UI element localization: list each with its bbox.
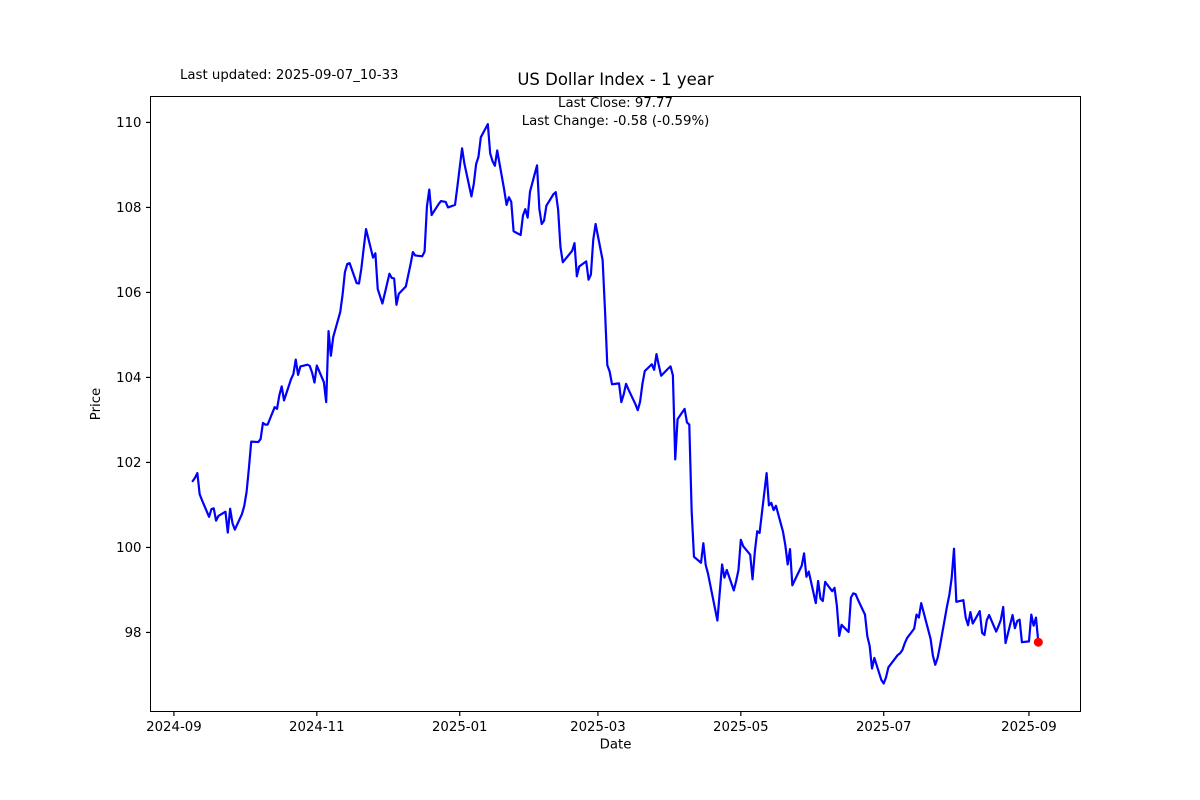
x-tick-label: 2024-11 xyxy=(289,720,345,735)
y-tick-label: 100 xyxy=(116,541,141,556)
x-tick-label: 2025-09 xyxy=(1001,720,1057,735)
last-close-marker xyxy=(1033,637,1043,647)
axes-frame xyxy=(149,95,1082,713)
x-tick-label: 2025-03 xyxy=(570,720,626,735)
y-tick-label: 98 xyxy=(125,626,142,641)
last-change-annotation: Last Change: -0.58 (-0.59%) xyxy=(521,114,710,129)
y-tick-label: 106 xyxy=(116,286,141,301)
x-tick-label: 2025-05 xyxy=(713,720,769,735)
x-tick-label: 2025-01 xyxy=(432,720,488,735)
y-axis-label: Price xyxy=(89,388,104,420)
price-line xyxy=(191,123,1040,685)
y-tick-label: 104 xyxy=(116,371,141,386)
chart-title: US Dollar Index - 1 year xyxy=(517,70,714,89)
last-updated-text: Last updated: 2025-09-07_10-33 xyxy=(180,68,399,83)
last-close-annotation: Last Close: 97.77 xyxy=(558,96,673,111)
x-tick-label: 2025-07 xyxy=(856,720,912,735)
y-tick-label: 102 xyxy=(116,456,141,471)
x-tick-label: 2024-09 xyxy=(146,720,202,735)
x-axis-label: Date xyxy=(600,738,632,753)
y-tick-label: 110 xyxy=(116,116,141,131)
y-tick-label: 108 xyxy=(116,201,141,216)
